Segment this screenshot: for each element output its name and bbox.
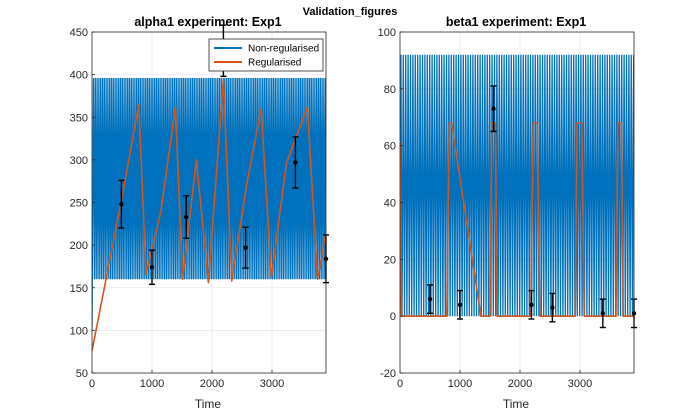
alpha1-ytick-label: 200 [70,240,88,252]
alpha1-ytick-label: 450 [70,27,88,39]
beta1-xtick-label: 1000 [448,378,472,390]
beta1-data-point [529,302,534,307]
beta1-ytick-label: 40 [384,198,396,210]
beta1-ytick-label: 80 [384,84,396,96]
beta1-ytick-label: 60 [384,141,396,153]
alpha1-ytick-label: 100 [70,325,88,337]
beta1-data-point [427,296,433,302]
beta1-data-point [457,302,463,307]
alpha1-ytick-label: 50 [76,368,88,380]
beta1-series-nonreg [400,54,634,317]
alpha1-legend: Non-regularised Regularised [208,38,324,72]
alpha1-ytick-label: 400 [70,70,88,82]
alpha1-xtick-label: 3000 [260,378,284,390]
beta1-errorbar [549,292,556,323]
alpha1-ytick-label: 250 [70,198,88,210]
beta1-errorbar [490,85,497,133]
beta1-xtick-label: 2000 [508,378,532,390]
alpha1-data-point [243,245,248,250]
beta1-xtick-label: 0 [397,378,403,390]
alpha1-data-point [293,160,298,165]
alpha1-series-reg [92,78,326,351]
beta1-data-point [600,311,605,316]
alpha1-errorbar [118,179,125,229]
alpha1-series-nonreg [92,78,326,331]
alpha1-ytick-label: 150 [70,283,88,295]
alpha1-data-point [184,214,189,220]
beta1-xtick-label: 3000 [568,378,592,390]
legend-label-nonreg: Non-regularised [248,44,319,55]
beta1-errorbar [427,284,433,315]
beta1-data-point [550,305,555,310]
beta1-ytick-label: -20 [380,368,396,380]
alpha1-errorbar [149,249,155,286]
beta1-data-point [491,106,496,111]
beta1-ytick-label: 100 [378,27,396,39]
beta1-errorbar [457,289,463,320]
alpha1-xtick-label: 2000 [200,378,224,390]
alpha1-title: alpha1 experiment: Exp1 [134,15,281,29]
beta1-ytick-label: 20 [384,254,396,266]
alpha1-series-group [92,78,326,351]
alpha1-errorbar [183,194,190,240]
beta1-title: beta1 experiment: Exp1 [446,15,586,29]
alpha1-ytick-label: 300 [70,155,88,167]
alpha1-xlabel: Time [195,397,222,411]
alpha1-plot-layer: 0 1000 2000 3000 50 100 150 200 250 300 350 400 450 [70,24,329,390]
alpha1-ytick-label: 350 [70,112,88,124]
legend-label-reg: Regularised [248,58,301,69]
beta1-errorbar [528,289,535,320]
alpha1-xtick-label: 1000 [140,378,164,390]
alpha1-axes: 0 1000 2000 300050100150200250300350400450 … [70,15,329,411]
alpha1-errorbar [242,226,249,269]
alpha1-xtick-label: 0 [89,378,95,390]
alpha1-data-point [149,265,155,270]
legend-box [208,38,324,72]
beta1-errorbar [599,298,606,329]
alpha1-data-point [119,202,124,207]
alpha1-errorbar [292,136,299,189]
beta1-xlabel: Time [503,397,530,411]
figure-suptitle: Validation_figures [303,6,398,18]
beta1-ytick-label: 0 [390,311,396,323]
